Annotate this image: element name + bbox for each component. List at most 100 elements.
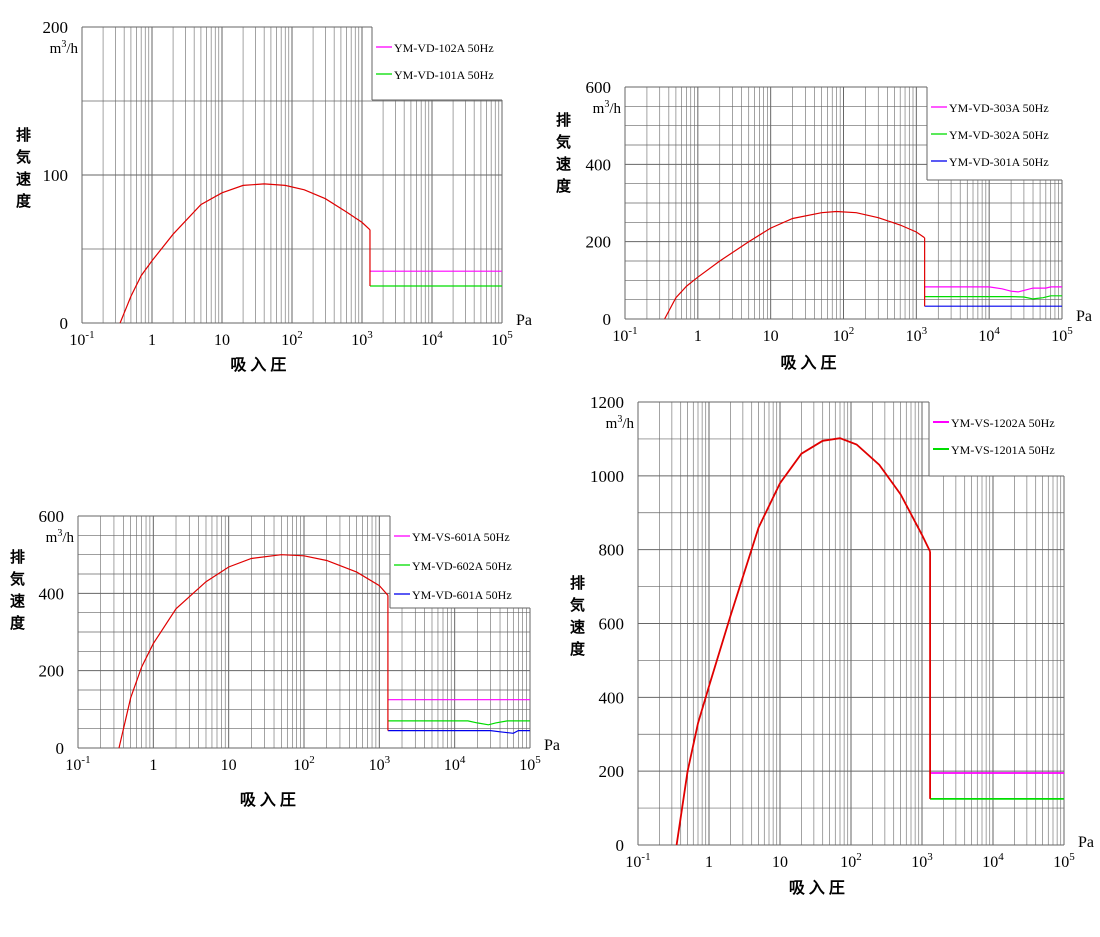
x-tick-label: 103	[369, 754, 391, 774]
y-tick-label: 200	[586, 233, 612, 252]
x-tick-label: 10-1	[612, 325, 637, 345]
legend-label: YM-VD-303A 50Hz	[949, 101, 1049, 115]
y-tick-label: 1000	[590, 467, 624, 486]
legend-label: YM-VS-1202A 50Hz	[951, 416, 1055, 430]
x-tick-label: 104	[982, 851, 1004, 871]
series-line	[118, 554, 389, 749]
x-axis-label: 吸 入 圧	[789, 879, 845, 897]
y-tick-label: 600	[586, 78, 612, 97]
y-unit-label: m3/h	[606, 414, 635, 432]
x-tick-exponent: -1	[85, 329, 94, 341]
x-tick-exponent: 5	[1069, 851, 1075, 863]
y-tick-label: 800	[599, 541, 625, 560]
y-axis-label-char: 速	[556, 155, 571, 173]
x-tick-exponent: 4	[994, 325, 1000, 337]
series-line	[924, 295, 1062, 300]
legend-label: YM-VD-101A 50Hz	[394, 68, 494, 82]
y-tick-label: 0	[603, 310, 612, 329]
y-tick-label: 400	[599, 688, 625, 707]
chart-panel-2: 10-1 1 10 102 103 104 105 Pa 0 200 400 600 m3/h 排気速度吸…	[540, 70, 1100, 390]
x-tick-exponent: 3	[927, 851, 933, 863]
y-axis-label-char: 度	[556, 177, 572, 195]
x-tick-label: 10-1	[65, 754, 90, 774]
y-axis-label-char: 気	[570, 596, 585, 614]
series-line	[387, 720, 530, 726]
x-tick-exponent: -1	[641, 851, 650, 863]
series-line	[119, 183, 371, 324]
x-tick-label: 105	[519, 754, 541, 774]
x-tick-label: 104	[421, 329, 443, 349]
chart-panel-3: 10-1 1 10 102 103 104 105 Pa 0 200 400 600 m3/h 排気速度吸…	[0, 500, 560, 820]
y-axis-label-char: 度	[10, 614, 26, 632]
x-tick-exponent: 5	[1067, 325, 1073, 337]
y-tick-label: 100	[43, 166, 69, 185]
x-tick-label: 103	[906, 325, 928, 345]
x-tick-label: 1	[149, 757, 157, 774]
y-axis-label-char: 排	[570, 574, 585, 592]
y-axis-label-char: 度	[570, 640, 586, 658]
x-tick-label: 102	[833, 325, 855, 345]
x-tick-exponent: 5	[535, 754, 541, 766]
chart-panel-1: 10-1 1 10 102 103 104 105 Pa 0 100 200 m3/h 排気速度吸 入 …	[0, 0, 540, 380]
y-unit-label: m3/h	[593, 99, 622, 117]
x-tick-label: 1	[148, 332, 156, 349]
x-tick-label: 10	[772, 854, 788, 871]
y-tick-label: 1200	[590, 393, 624, 412]
y-tick-label: 200	[599, 762, 625, 781]
y-unit-label: m3/h	[50, 39, 79, 57]
legend-label: YM-VS-1201A 50Hz	[951, 443, 1055, 457]
x-tick-label: 105	[491, 329, 513, 349]
x-tick-label: 10-1	[625, 851, 650, 871]
y-axis-label-char: 排	[16, 126, 31, 144]
legend-label: YM-VD-602A 50Hz	[412, 559, 512, 573]
x-tick-exponent: 3	[385, 754, 391, 766]
x-unit-label: Pa	[516, 312, 532, 329]
chart-panel-4: 10-1 1 10 102 103 104 105 Pa 0 200 400 600 800 1000 12…	[560, 385, 1100, 905]
y-axis-label-char: 排	[10, 548, 25, 566]
x-tick-label: 10	[221, 757, 237, 774]
grid	[77, 515, 531, 749]
x-tick-label: 10-1	[69, 329, 94, 349]
y-unit-exponent: 3	[617, 414, 622, 425]
x-tick-label: 105	[1053, 851, 1075, 871]
x-tick-label: 1	[705, 854, 713, 871]
legend-label: YM-VD-102A 50Hz	[394, 41, 494, 55]
x-tick-label: 103	[351, 329, 373, 349]
x-axis-label: 吸 入 圧	[781, 354, 837, 372]
y-axis-label-char: 速	[16, 170, 31, 188]
y-tick-label: 0	[60, 314, 69, 333]
x-tick-label: 10	[763, 328, 779, 345]
y-unit-rest: /h	[609, 101, 621, 117]
y-tick-label: 600	[39, 507, 65, 526]
y-tick-label: 0	[616, 836, 625, 855]
y-tick-label: 400	[39, 584, 65, 603]
x-tick-exponent: 3	[367, 329, 373, 341]
x-tick-label: 102	[840, 851, 862, 871]
x-tick-label: 105	[1051, 325, 1073, 345]
grid	[81, 26, 503, 324]
y-tick-label: 200	[43, 18, 69, 37]
x-tick-exponent: 2	[849, 325, 855, 337]
y-unit-label: m3/h	[46, 528, 75, 546]
x-unit-label: Pa	[544, 737, 560, 754]
series-line	[664, 210, 925, 320]
x-tick-label: 10	[214, 332, 230, 349]
x-tick-exponent: 3	[922, 325, 928, 337]
x-tick-label: 1	[694, 328, 702, 345]
x-tick-exponent: 4	[998, 851, 1004, 863]
x-tick-exponent: 5	[507, 329, 513, 341]
y-axis-label-char: 速	[10, 592, 25, 610]
x-tick-exponent: 2	[309, 754, 315, 766]
y-unit-exponent: 3	[61, 39, 66, 50]
y-tick-label: 200	[39, 662, 65, 681]
y-unit-rest: /h	[66, 41, 78, 57]
y-unit-exponent: 3	[57, 528, 62, 539]
x-tick-label: 103	[911, 851, 933, 871]
x-axis-label: 吸 入 圧	[230, 356, 286, 374]
y-axis-label-char: 気	[556, 133, 571, 151]
series-line	[924, 286, 1062, 293]
series-line	[387, 730, 530, 734]
